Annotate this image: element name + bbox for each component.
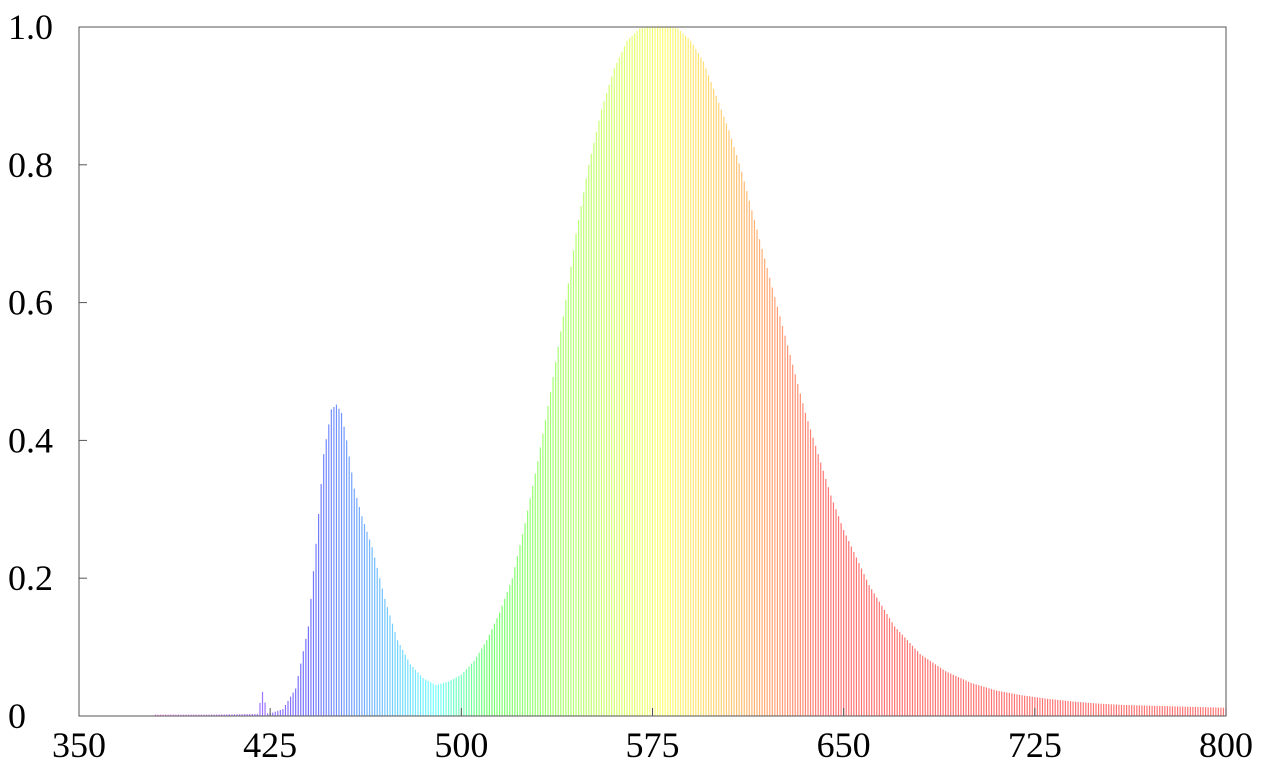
y-tick-label: 0 <box>8 696 26 736</box>
x-tick-label: 650 <box>817 725 871 765</box>
x-tick-label: 500 <box>434 725 488 765</box>
y-tick-label: 0.4 <box>8 420 53 460</box>
y-tick-label: 1.0 <box>8 7 53 47</box>
x-tick-label: 425 <box>243 725 297 765</box>
y-tick-label: 0.8 <box>8 145 53 185</box>
x-tick-label: 800 <box>1199 725 1253 765</box>
x-tick-label: 350 <box>52 725 106 765</box>
y-axis: 0 0.2 0.4 0.6 0.8 1.0 <box>8 7 87 736</box>
x-tick-label: 575 <box>626 725 680 765</box>
x-axis: 350 425 500 575 650 725 800 <box>52 708 1253 765</box>
y-tick-label: 0.6 <box>8 283 53 323</box>
x-tick-label: 725 <box>1008 725 1062 765</box>
y-tick-label: 0.2 <box>8 558 53 598</box>
spectrum-bars <box>154 27 1227 716</box>
